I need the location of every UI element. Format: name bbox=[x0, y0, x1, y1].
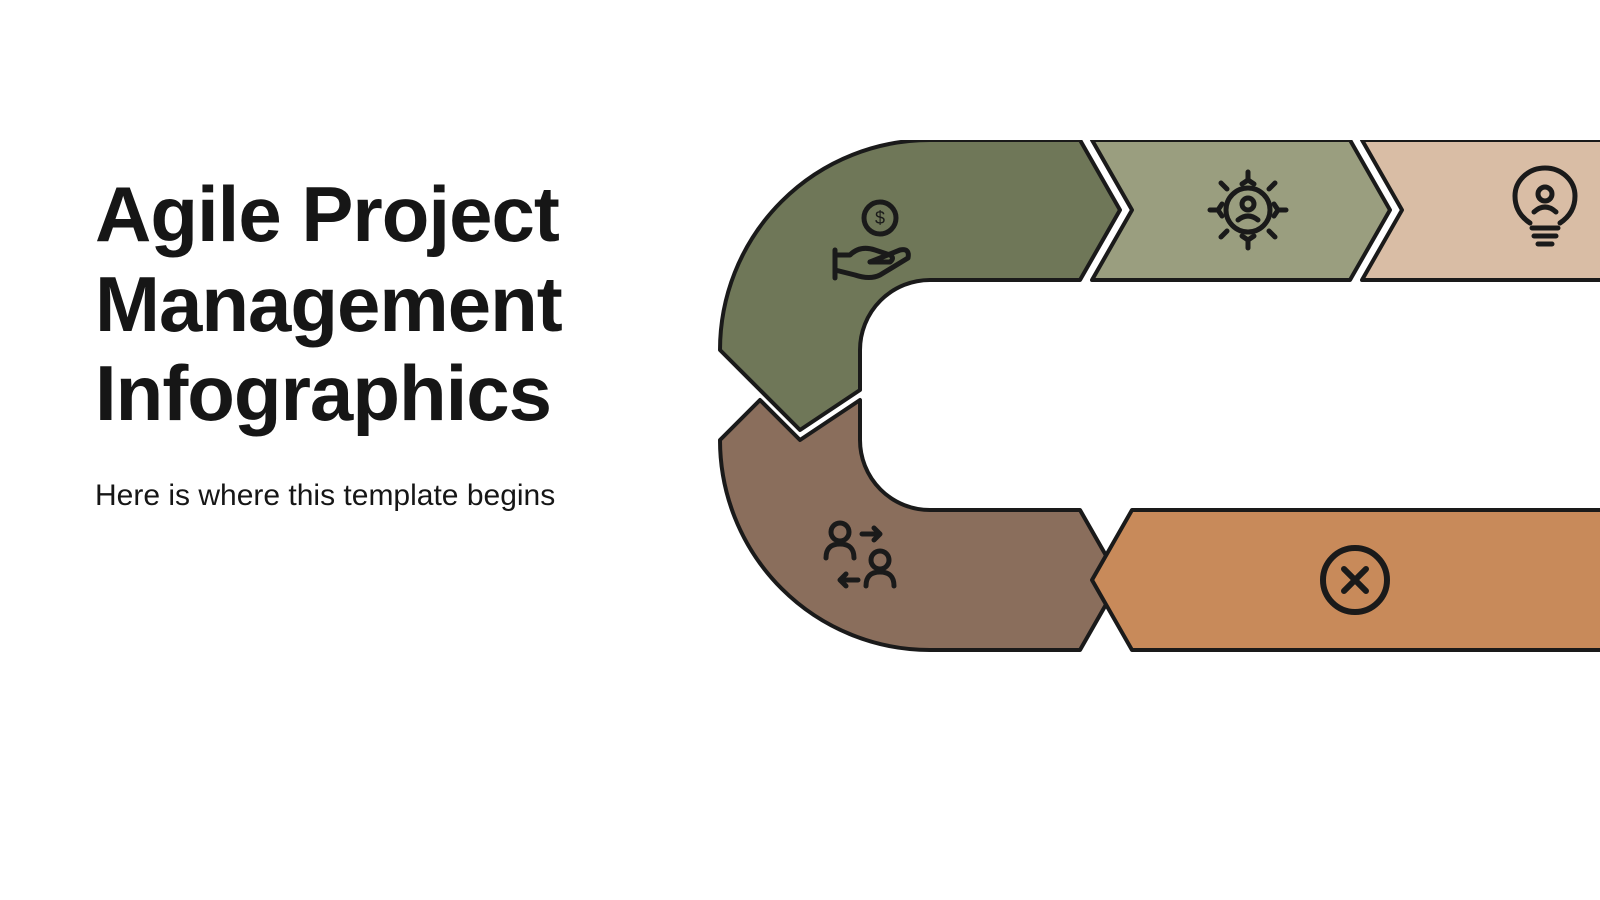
seg-bottom-curve bbox=[720, 400, 1120, 650]
seg-bottom-mid bbox=[1092, 510, 1600, 650]
text-block: Agile Project Management Infographics He… bbox=[95, 170, 655, 513]
seg-top-curve: $ bbox=[720, 140, 1120, 430]
page-title: Agile Project Management Infographics bbox=[95, 170, 655, 439]
slide: Agile Project Management Infographics He… bbox=[0, 0, 1600, 900]
seg-top-right bbox=[1362, 140, 1600, 280]
process-diagram: $ bbox=[680, 140, 1600, 720]
page-subtitle: Here is where this template begins bbox=[95, 479, 655, 513]
seg-top-mid bbox=[1092, 140, 1390, 280]
